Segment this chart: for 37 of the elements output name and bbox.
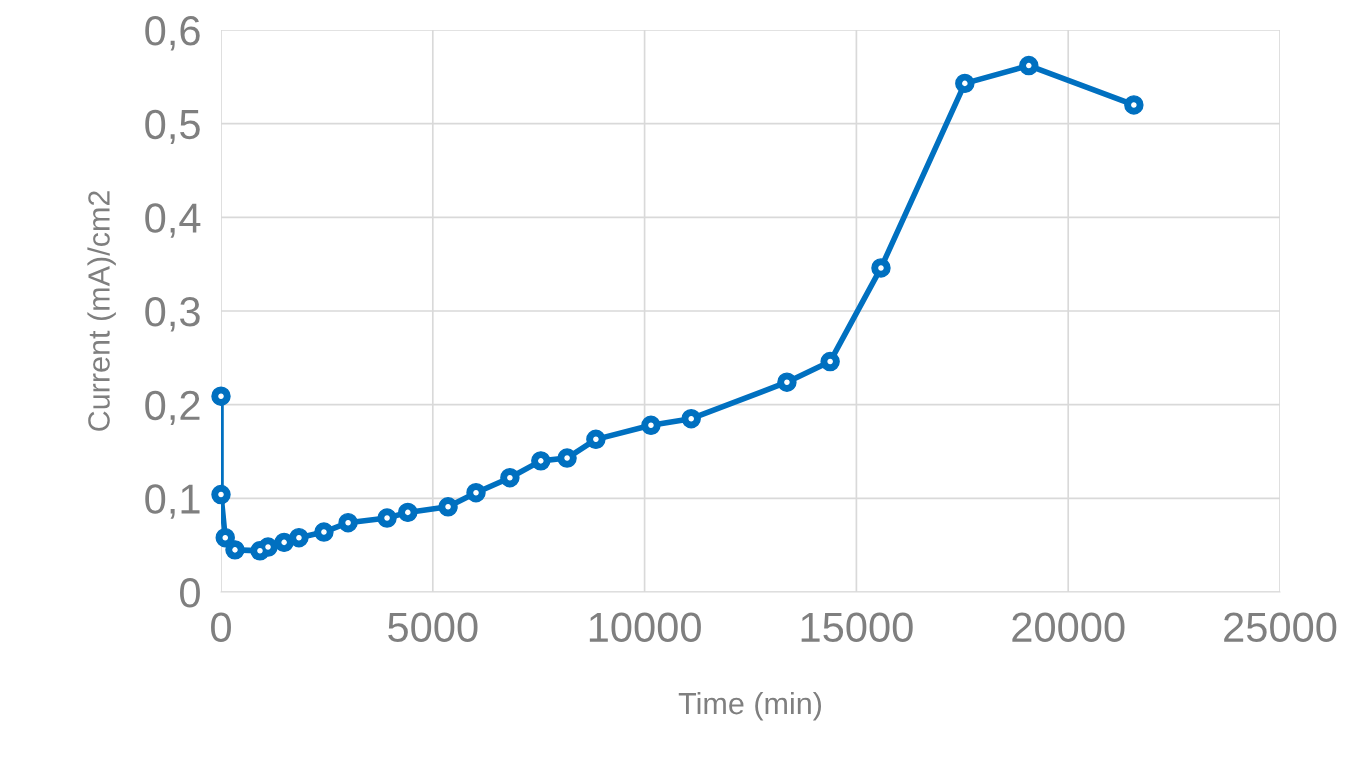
point [820,351,840,372]
point [777,372,797,392]
y-tick-label: 0,3 [145,297,200,332]
x-tick-label: 0 [211,612,231,643]
point [531,451,551,471]
y-tick-label: 0,4 [145,203,201,238]
point [1124,95,1144,115]
point [871,258,891,278]
y-tick-label: 0 [180,578,200,608]
point [377,508,397,528]
point [211,484,231,505]
point [641,415,661,435]
x-tick-label: 20000 [1012,612,1125,643]
x-tick-label: 25000 [1224,612,1337,643]
x-tick-label: 15000 [801,612,913,643]
y-axis-title: Current (mA)/cm2 [87,191,116,431]
point [314,522,334,542]
point [211,386,231,406]
x-tick-label: 5000 [388,612,478,643]
point [289,527,309,548]
point [500,468,520,488]
point [398,502,418,523]
point [225,540,245,560]
y-tick-label: 0,1 [145,484,200,519]
point [438,497,458,517]
x-tick-label: 10000 [589,612,701,643]
point [681,408,701,429]
point [557,448,577,468]
point [466,482,486,503]
point [955,73,975,94]
y-tick-label: 0,6 [145,16,200,51]
y-tick-label: 0,2 [145,390,200,426]
x-axis-title: Time (min) [678,691,822,721]
point [338,512,358,533]
point [586,429,606,450]
point [1019,55,1039,76]
y-tick-label: 0,5 [145,109,200,145]
